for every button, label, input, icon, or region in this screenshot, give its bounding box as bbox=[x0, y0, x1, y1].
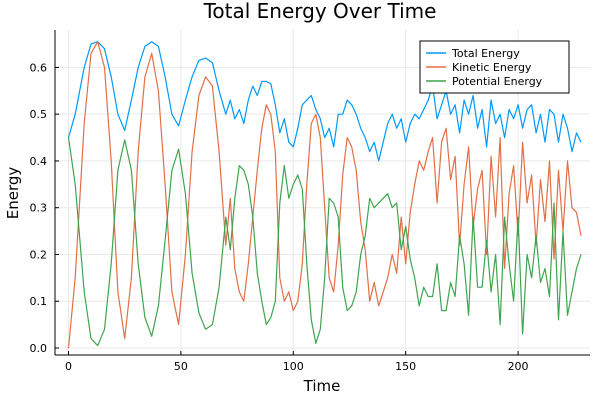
series-line-total-energy bbox=[67, 41, 582, 162]
x-tick-label: 150 bbox=[395, 360, 416, 373]
legend-label-potential-energy: Potential Energy bbox=[452, 75, 543, 88]
y-tick-label: 0.3 bbox=[30, 202, 48, 215]
series-layer bbox=[67, 41, 582, 349]
x-tick-label: 0 bbox=[65, 360, 72, 373]
chart-title: Total Energy Over Time bbox=[203, 0, 437, 23]
y-tick-label: 0.2 bbox=[30, 248, 48, 261]
tick-layer: 0 50 100 150 200 0.0 0.1 0.2 0.3 0.4 0.5 0.6 bbox=[30, 61, 529, 373]
y-tick-label: 0.5 bbox=[30, 108, 48, 121]
x-axis-label: Time bbox=[303, 377, 341, 395]
series-line-kinetic-energy bbox=[67, 41, 582, 349]
legend-label-kinetic-energy: Kinetic Energy bbox=[452, 61, 532, 74]
y-axis-label: Energy bbox=[4, 167, 22, 220]
x-tick-label: 200 bbox=[508, 360, 529, 373]
y-tick-label: 0.4 bbox=[30, 155, 48, 168]
legend-label-total-energy: Total Energy bbox=[451, 47, 520, 60]
y-tick-label: 0.1 bbox=[30, 295, 48, 308]
x-tick-label: 50 bbox=[174, 360, 188, 373]
y-tick-label: 0.6 bbox=[30, 61, 48, 74]
y-tick-label: 0.0 bbox=[30, 342, 48, 355]
series-line-potential-energy bbox=[67, 137, 582, 347]
x-tick-label: 100 bbox=[283, 360, 304, 373]
